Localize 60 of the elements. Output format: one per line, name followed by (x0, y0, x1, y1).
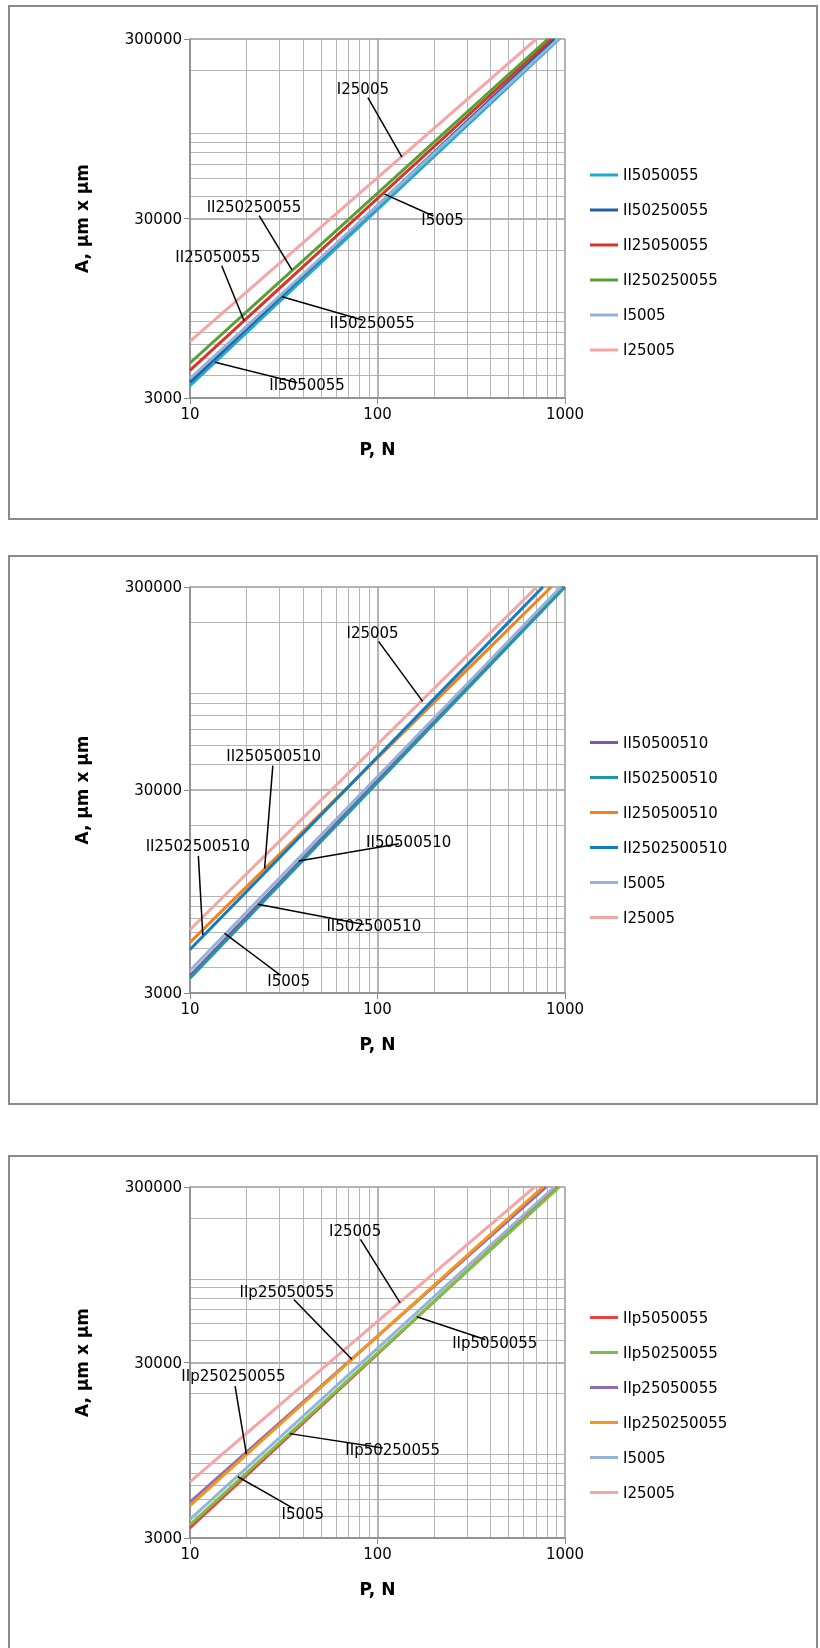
x-axis-title: P, N (359, 438, 396, 459)
annotation: I25005 (329, 1221, 382, 1240)
annotation: II50500510 (366, 833, 452, 852)
annotation: IIp250250055 (181, 1367, 286, 1386)
legend-label: I25005 (623, 1483, 676, 1502)
y-axis-title: A, µm x µm (71, 163, 92, 274)
y-tick-label: 30000 (134, 781, 182, 799)
legend-label: I25005 (623, 341, 676, 359)
legend-label: II5050055 (623, 166, 699, 184)
x-tick-label: 1000 (545, 1544, 585, 1563)
legend-label: I5005 (623, 1448, 666, 1467)
y-tick-label: 30000 (134, 209, 182, 228)
annotation: I5005 (267, 972, 310, 991)
y-tick-label: 3000 (143, 984, 182, 1002)
annotation: II50250055 (329, 313, 415, 332)
x-tick-label: 100 (363, 1544, 392, 1563)
legend-label: I25005 (623, 908, 676, 927)
x-tick-label: 1000 (545, 404, 585, 423)
annotation: I25005 (346, 624, 399, 643)
legend-label: II250500510 (623, 803, 718, 822)
annotation: II5050055 (269, 376, 345, 395)
legend-label: II250250055 (623, 271, 718, 289)
annotation: II250500510 (226, 746, 321, 765)
legend-label: IIp5050055 (623, 1308, 709, 1327)
x-tick-label: 10 (180, 404, 200, 423)
annotation: I5005 (281, 1504, 325, 1523)
annotation: IIp50250055 (345, 1440, 441, 1459)
x-tick-label: 10 (180, 999, 200, 1018)
x-axis-title: P, N (359, 1033, 396, 1054)
legend-label: II502500510 (623, 768, 718, 787)
x-tick-label: 100 (363, 999, 392, 1018)
annotation: IIp5050055 (452, 1333, 538, 1352)
legend-label: IIp250250055 (623, 1413, 728, 1432)
y-tick-label: 3000 (143, 389, 182, 407)
legend-label: IIp25050055 (623, 1378, 718, 1397)
annotation: II2502500510 (145, 836, 250, 855)
y-tick-label: 3000 (143, 1529, 182, 1547)
x-tick-label: 1000 (545, 999, 585, 1018)
legend-label: I5005 (623, 306, 666, 324)
y-tick-label: 300000 (124, 1178, 182, 1196)
annotation: II25050055 (175, 247, 261, 266)
y-tick-label: 300000 (124, 578, 182, 596)
legend-label: II25050055 (623, 236, 709, 254)
y-axis-title: A, µm x µm (71, 735, 92, 845)
x-tick-label: 10 (180, 1544, 200, 1563)
legend-label: II2502500510 (623, 838, 728, 857)
legend-label: I5005 (623, 873, 666, 892)
y-axis-title: A, µm x µm (71, 1307, 92, 1418)
x-axis-title: P, N (359, 1578, 396, 1599)
legend-label: IIp50250055 (623, 1343, 718, 1362)
y-tick-label: 300000 (124, 30, 182, 48)
x-tick-label: 100 (363, 404, 392, 423)
annotation: II502500510 (326, 917, 422, 936)
y-tick-label: 30000 (134, 1353, 182, 1372)
annotation: IIp25050055 (239, 1283, 335, 1302)
annotation: I5005 (421, 211, 464, 230)
legend-label: II50500510 (623, 733, 709, 752)
annotation: I25005 (336, 80, 390, 99)
legend-label: II50250055 (623, 201, 709, 219)
annotation: II250250055 (206, 197, 302, 216)
